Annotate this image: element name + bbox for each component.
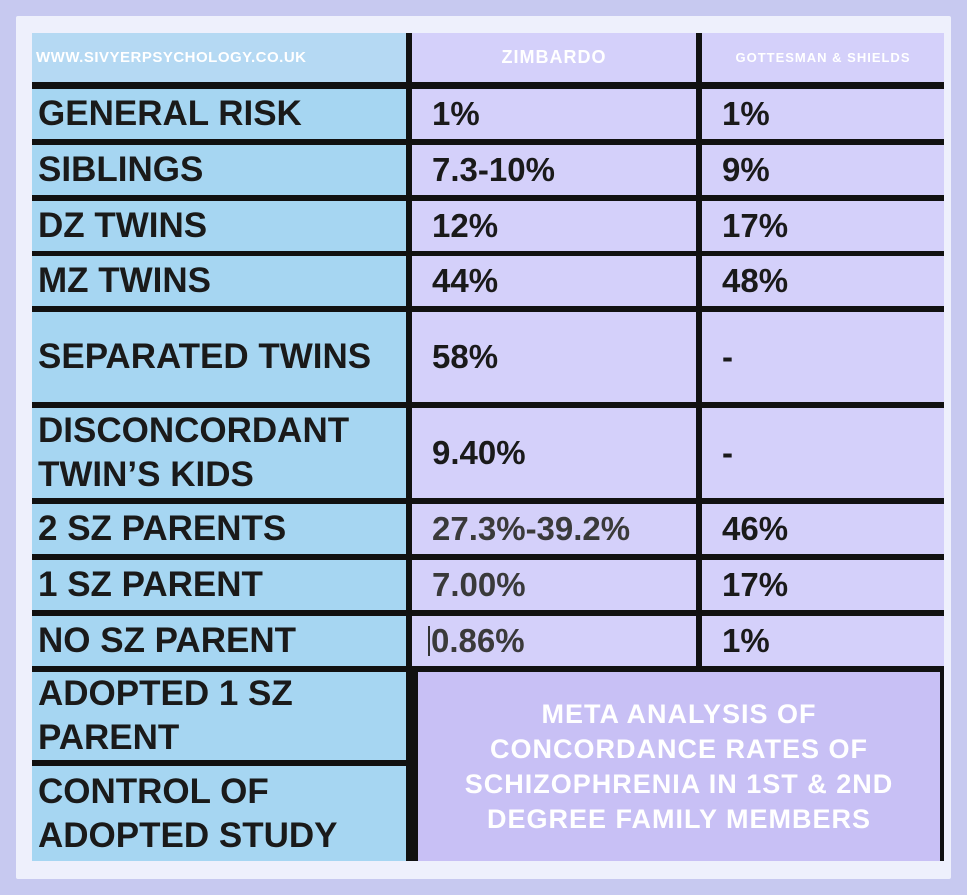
zimbardo-value: 7.3-10% (412, 145, 696, 195)
meta-analysis-caption: META ANALYSIS OF CONCORDANCE RATES OF SC… (418, 672, 940, 861)
zimbardo-value-cell: 0.86% (412, 616, 696, 666)
zimbardo-value: 7.00% (412, 560, 696, 610)
row-label: ADOPTED 1 SZ PARENT (32, 672, 406, 760)
row-label: 2 SZ PARENTS (32, 504, 406, 554)
gottesman-value: 9% (702, 145, 944, 195)
gottesman-value: - (702, 408, 944, 498)
row-label: NO SZ PARENT (32, 616, 406, 666)
row-label: SEPARATED TWINS (32, 312, 406, 402)
zimbardo-value: 9.40% (412, 408, 696, 498)
zimbardo-value: 0.86% (431, 622, 525, 659)
zimbardo-value: 58% (412, 312, 696, 402)
gottesman-value: - (702, 312, 944, 402)
gottesman-value: 1% (702, 616, 944, 666)
zimbardo-value: 44% (412, 256, 696, 306)
zimbardo-value: 12% (412, 201, 696, 251)
text-cursor (428, 626, 430, 656)
zimbardo-column-header: ZIMBARDO (412, 33, 696, 82)
gottesman-value: 17% (702, 560, 944, 610)
zimbardo-value: 1% (412, 89, 696, 139)
row-label: SIBLINGS (32, 145, 406, 195)
row-label: DISCONCORDANT TWIN’S KIDS (32, 408, 406, 498)
zimbardo-value: 27.3%-39.2% (412, 504, 696, 554)
gottesman-value: 17% (702, 201, 944, 251)
row-label: GENERAL RISK (32, 89, 406, 139)
row-label: DZ TWINS (32, 201, 406, 251)
row-label: CONTROL OF ADOPTED STUDY (32, 766, 406, 861)
row-label: MZ TWINS (32, 256, 406, 306)
concordance-table: WWW.SIVYERPSYCHOLOGY.CO.UK ZIMBARDO GOTT… (32, 33, 944, 861)
row-label: 1 SZ PARENT (32, 560, 406, 610)
gottesman-shields-column-header: GOTTESMAN & SHIELDS (702, 33, 944, 82)
gottesman-value: 1% (702, 89, 944, 139)
site-url-header: WWW.SIVYERPSYCHOLOGY.CO.UK (32, 33, 406, 82)
gottesman-value: 46% (702, 504, 944, 554)
gottesman-value: 48% (702, 256, 944, 306)
